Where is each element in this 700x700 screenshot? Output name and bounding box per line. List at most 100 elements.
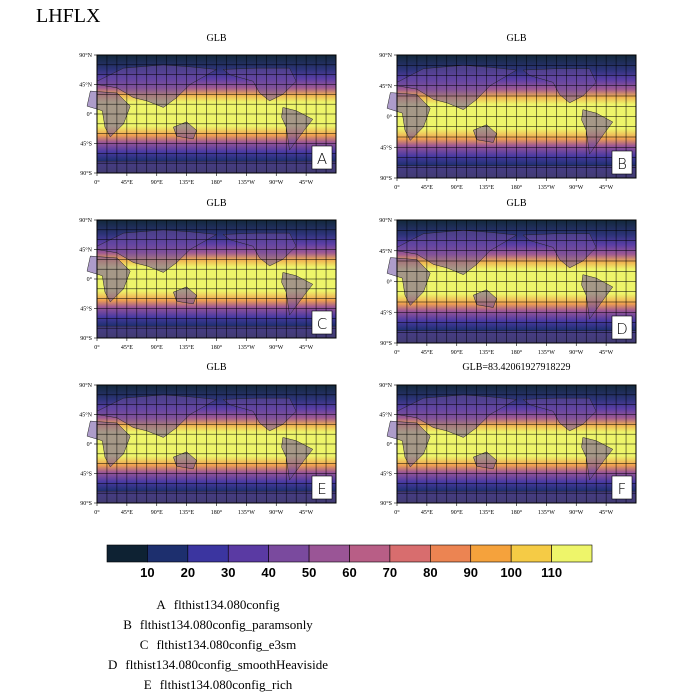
land	[173, 451, 197, 470]
lon-label: 90°W	[569, 349, 583, 356]
legend-letter: A	[156, 597, 166, 612]
land	[473, 451, 497, 470]
lat-label: 45°S	[80, 306, 92, 313]
legend-letter: B	[123, 617, 132, 632]
lat-label: 45°N	[79, 82, 92, 89]
legend-name: flthist134.080config_rich	[160, 677, 293, 692]
lon-label: 90°E	[151, 344, 163, 351]
colorbar-label: 80	[423, 565, 437, 580]
panel-letter-box	[611, 475, 633, 500]
legend-letter: E	[144, 677, 152, 692]
colorbar-label: 110	[541, 565, 562, 580]
legend-name: flthist134.080config_paramsonly	[140, 617, 313, 632]
lat-label: 90°N	[79, 52, 92, 59]
lon-label: 0°	[94, 179, 100, 186]
lon-label: 45°E	[421, 509, 433, 516]
lon-label: 180°	[511, 509, 523, 516]
lat-label: 90°S	[380, 175, 392, 182]
lon-label: 135°W	[538, 184, 555, 191]
lon-label: 180°	[511, 184, 523, 191]
land	[281, 107, 314, 151]
panel-letter: E	[317, 480, 326, 498]
lon-label: 45°E	[121, 344, 133, 351]
lon-label: 135°E	[479, 509, 494, 516]
lat-label: 0°	[87, 111, 93, 118]
lat-label: 90°N	[379, 382, 392, 389]
lon-label: 90°W	[269, 344, 283, 351]
panel-letter: F	[618, 480, 627, 498]
lat-label: 0°	[87, 441, 93, 448]
lon-label: 90°W	[569, 184, 583, 191]
lon-label: 135°E	[479, 349, 494, 356]
colorbar-box	[187, 544, 229, 563]
lon-label: 135°W	[238, 509, 255, 516]
lon-label: 45°E	[121, 179, 133, 186]
lon-label: 0°	[394, 184, 400, 191]
lon-label: 0°	[394, 349, 400, 356]
lon-label: 45°W	[299, 344, 313, 351]
lon-label: 90°E	[451, 509, 463, 516]
panel-letter-box	[311, 145, 333, 170]
lon-label: 90°E	[151, 179, 163, 186]
lon-label: 0°	[94, 344, 100, 351]
lon-label: 135°W	[538, 349, 555, 356]
panel-letter: C	[317, 315, 327, 333]
colorbar-box	[510, 544, 552, 563]
colorbar-box	[308, 544, 350, 563]
lon-label: 90°E	[451, 184, 463, 191]
colorbar-label: 90	[464, 565, 478, 580]
lon-label: 180°	[211, 509, 223, 516]
lon-label: 90°E	[151, 509, 163, 516]
colorbar-box	[470, 544, 512, 563]
panel-title: GLB	[507, 198, 527, 209]
colorbar-box	[551, 544, 593, 563]
colorbar-box	[268, 544, 310, 563]
colorbar-label: 30	[221, 565, 235, 580]
lon-label: 45°E	[421, 184, 433, 191]
lon-label: 180°	[511, 349, 523, 356]
panel-letter: B	[617, 155, 627, 173]
lat-label: 90°N	[379, 52, 392, 59]
colorbar-box	[430, 544, 472, 563]
lat-label: 45°N	[379, 248, 392, 255]
lat-label: 0°	[387, 114, 393, 121]
panel-letter: A	[317, 150, 327, 168]
lon-label: 135°E	[179, 344, 194, 351]
land	[473, 289, 497, 308]
lon-label: 90°W	[569, 509, 583, 516]
panel-letter-box	[611, 315, 633, 340]
lon-label: 135°E	[479, 184, 494, 191]
legend-name: flthist134.080config_smoothHeaviside	[125, 657, 328, 672]
panel-letter: D	[616, 320, 628, 338]
lon-label: 45°W	[599, 509, 613, 516]
lat-label: 0°	[387, 279, 393, 286]
lat-label: 45°N	[379, 412, 392, 419]
panel-title: GLB	[207, 198, 227, 209]
lon-label: 135°W	[538, 509, 555, 516]
lat-label: 45°N	[79, 247, 92, 254]
colorbar-label: 50	[302, 565, 316, 580]
colorbar-label: 70	[383, 565, 397, 580]
lat-label: 0°	[87, 276, 93, 283]
colorbar-box	[389, 544, 431, 563]
lon-label: 0°	[94, 509, 100, 516]
lat-label: 90°S	[380, 340, 392, 347]
land	[281, 437, 314, 481]
colorbar-box	[227, 544, 269, 563]
lon-label: 90°W	[269, 179, 283, 186]
lat-label: 90°N	[79, 217, 92, 224]
panel-letter-box	[311, 310, 333, 335]
lat-label: 45°S	[380, 144, 392, 151]
lat-label: 45°S	[380, 471, 392, 478]
lon-label: 45°E	[421, 349, 433, 356]
lat-label: 0°	[387, 441, 393, 448]
lon-label: 135°W	[238, 344, 255, 351]
lat-label: 45°S	[380, 309, 392, 316]
legend-name: flthist134.080config	[174, 597, 280, 612]
panel-title: GLB=83.42061927918229	[462, 362, 570, 373]
